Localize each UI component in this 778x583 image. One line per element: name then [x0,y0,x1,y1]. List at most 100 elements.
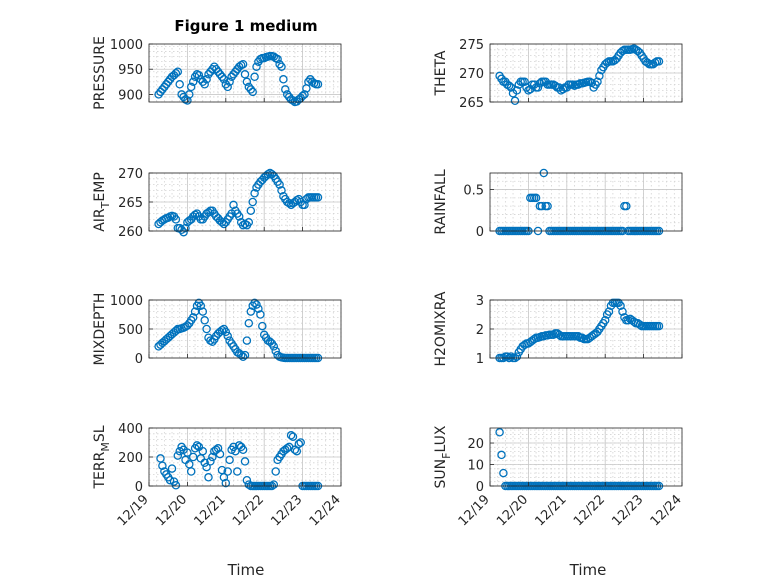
data-point [236,350,246,360]
data-point [158,461,167,470]
y-axis-label: AIRTEMP [92,172,112,232]
data-point [296,438,305,447]
y-tick-label: 1 [476,352,484,367]
data-point [248,197,257,207]
y-tick-label: 400 [118,422,143,437]
x-tick-label: 12/19 [456,492,493,529]
y-tick-label: 270 [118,167,143,182]
data-point [183,448,192,457]
data-point [165,475,175,485]
data-point [221,327,231,337]
x-tick-label: 12/22 [571,492,608,529]
data-point [200,316,209,325]
y-tick-label: 1000 [110,294,143,309]
y-tick-label: 260 [118,225,143,240]
data-point [175,80,184,89]
data-point [275,180,284,189]
data-point [512,86,522,95]
data-point [288,432,298,441]
data-point [504,81,514,91]
data-point [240,350,250,360]
data-point [244,218,254,227]
data-point [202,324,211,334]
data-point [554,330,564,340]
data-point [206,457,215,466]
data-point [279,75,288,84]
axes-theta: 265 270 275 THETA [433,38,683,111]
data-point [200,458,209,468]
data-point [240,70,250,79]
axes-terr_msl: 0 200 400 12/19 12/20 12/21 12/22 12/23 12/24 TER… [92,422,344,529]
y-tick-label: 0 [135,352,143,367]
data-point [250,72,259,82]
data-point [173,451,183,460]
y-axis-label: MIXDEPTH [92,293,108,366]
data-point [252,300,261,309]
data-point [181,223,190,233]
data-point [215,449,225,459]
data-point [600,316,610,325]
data-point [286,431,296,440]
data-point [256,310,265,319]
y-axis-label: RAINFALL [433,169,449,234]
data-point [223,331,232,341]
data-point [208,452,217,462]
data-point [192,441,202,450]
data-point [156,454,165,463]
axes-sun_flux: 0 10 20 12/19 12/20 12/21 12/22 12/23 12/24 SUNFL… [433,425,685,529]
data-point [503,352,512,361]
data-point [213,444,223,453]
data-point [173,67,183,76]
data-point [273,54,282,64]
data-point [225,455,234,465]
data-point [543,201,552,211]
data-point [497,450,506,460]
y-tick-label: 0 [476,225,484,240]
y-axis-label-subscript: F [440,453,453,459]
data-point [618,46,627,56]
data-point [198,446,208,456]
axes-box [489,427,683,487]
data-point [622,201,631,211]
data-point [549,330,558,340]
y-axis-label-part: SUN [433,459,449,489]
data-point [574,80,583,89]
y-tick-label: 265 [118,196,143,211]
data-point [177,225,186,235]
data-point [238,59,248,69]
x-tick-label: 12/20 [153,492,190,529]
data-point [186,82,196,92]
y-tick-label: 3 [476,294,484,309]
data-point [246,206,256,215]
data-point [520,77,529,86]
data-point [495,428,504,437]
y-tick-label: 200 [118,451,143,466]
data-point [223,82,232,92]
axes-h2omixra: 1 2 3 H2OMIXRA [433,291,683,367]
data-point [275,59,284,69]
y-tick-label: 2 [476,323,484,338]
data-point [271,467,280,476]
data-point [229,200,238,210]
data-point [300,90,309,99]
x-tick-label: 12/22 [230,492,267,529]
data-point [250,298,259,308]
data-point [185,90,194,99]
data-point [271,346,280,356]
data-point [602,58,612,67]
data-point [535,79,545,88]
data-point [313,193,323,202]
data-point [246,307,256,316]
data-point [282,444,292,453]
data-point [623,316,633,325]
y-tick-label: 275 [459,38,484,53]
data-point [188,77,198,87]
data-point [277,62,286,71]
y-axis-label-subscript: T [99,201,112,209]
x-tick-label: 12/23 [609,492,646,529]
data-point [171,215,181,224]
x-tick-label: 12/24 [648,492,685,529]
data-point [654,57,664,66]
data-point [186,467,196,476]
